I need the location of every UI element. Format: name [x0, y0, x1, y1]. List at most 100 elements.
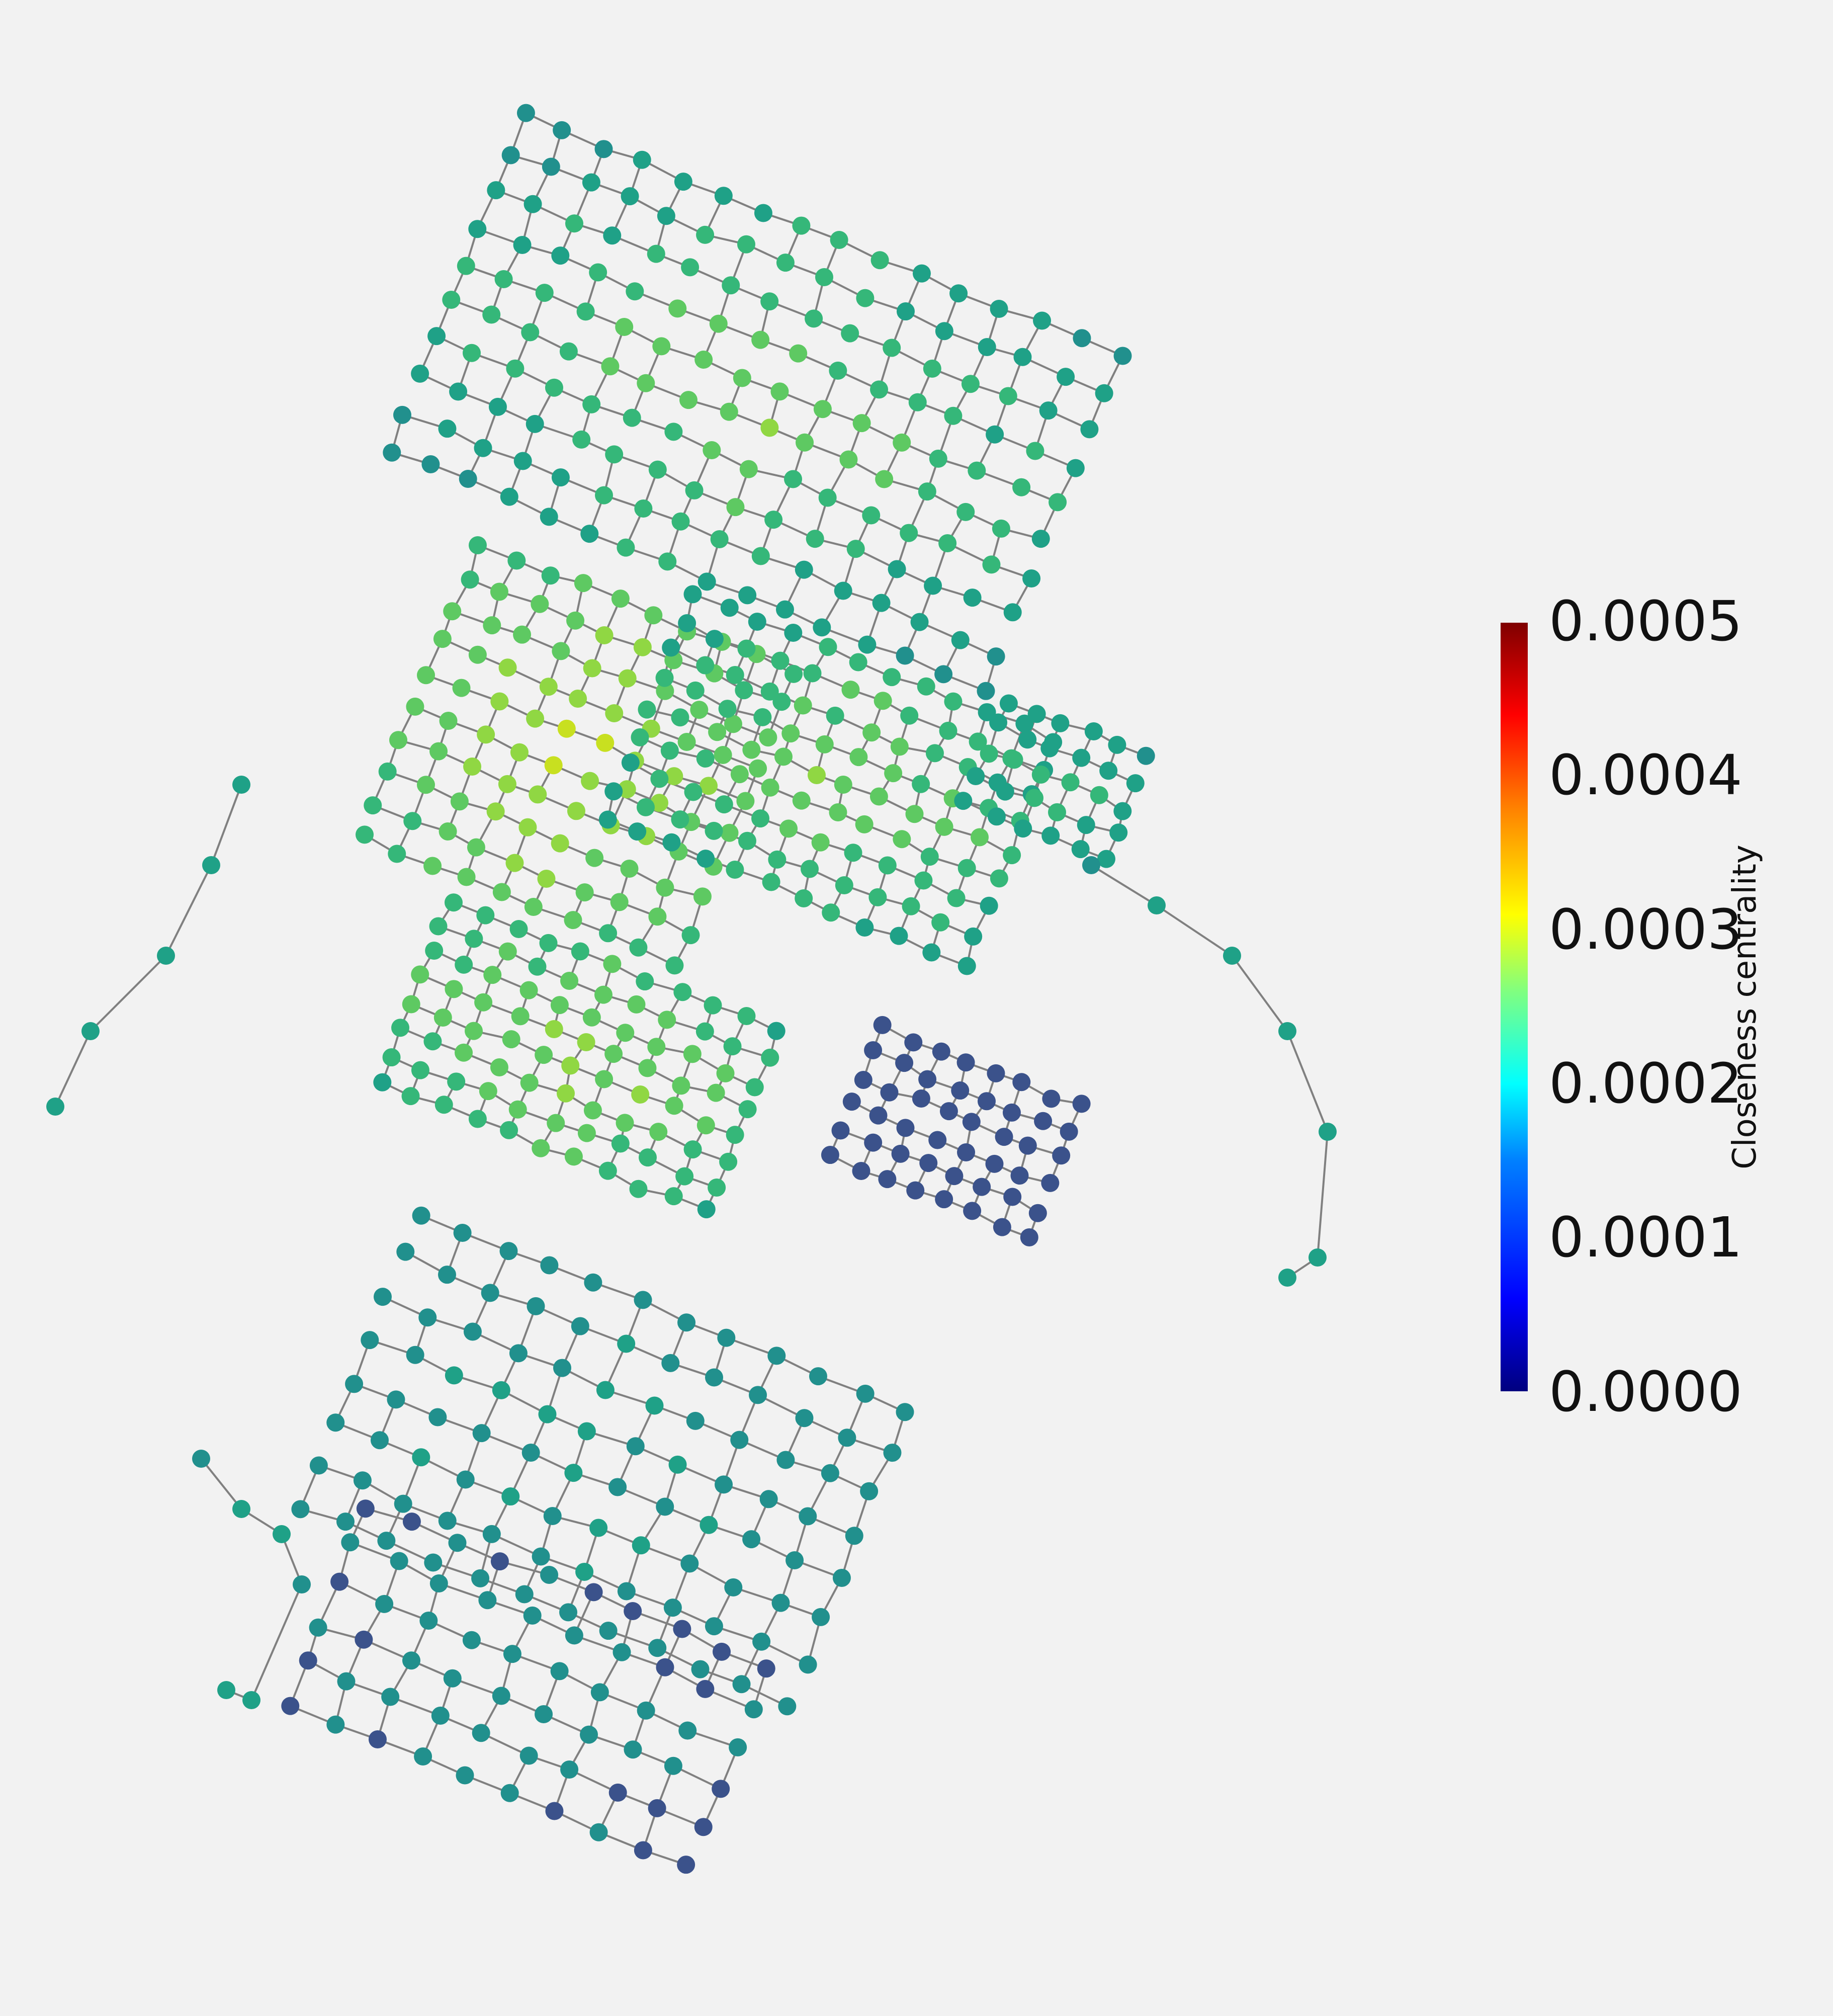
intersection-node — [873, 1016, 892, 1034]
intersection-node — [608, 1783, 627, 1802]
intersection-node — [433, 1008, 452, 1027]
intersection-node — [826, 706, 844, 725]
intersection-node — [434, 1096, 453, 1114]
intersection-node — [1082, 856, 1100, 874]
intersection-node — [542, 157, 560, 176]
intersection-node — [935, 322, 953, 341]
intersection-node — [683, 585, 702, 604]
intersection-node — [506, 359, 525, 378]
intersection-node — [523, 1606, 542, 1625]
intersection-node — [553, 121, 571, 139]
intersection-node — [662, 833, 681, 852]
intersection-node — [638, 1059, 657, 1077]
intersection-node — [720, 402, 738, 421]
intersection-node — [978, 338, 996, 356]
intersection-node — [383, 443, 401, 462]
intersection-node — [919, 1154, 938, 1172]
intersection-node — [1020, 1228, 1038, 1246]
intersection-node — [745, 1078, 764, 1097]
intersection-node — [665, 767, 683, 786]
intersection-node — [748, 612, 766, 631]
intersection-node — [650, 770, 669, 788]
intersection-node — [896, 1403, 914, 1421]
intersection-node — [626, 282, 644, 301]
intersection-node — [281, 1697, 300, 1715]
intersection-node — [502, 1030, 520, 1049]
intersection-node — [551, 834, 569, 853]
intersection-node — [749, 1386, 767, 1404]
intersection-node — [584, 1273, 602, 1292]
intersection-node — [450, 792, 469, 811]
intersection-node — [977, 1092, 996, 1111]
intersection-node — [806, 530, 824, 548]
intersection-node — [624, 1740, 642, 1759]
intersection-node — [490, 692, 509, 711]
intersection-node — [462, 1631, 481, 1649]
intersection-node — [232, 1500, 250, 1518]
intersection-node — [656, 682, 674, 700]
intersection-node — [751, 547, 770, 565]
intersection-node — [598, 810, 617, 829]
intersection-node — [1018, 1136, 1037, 1155]
intersection-node — [423, 857, 442, 875]
intersection-node — [648, 1799, 666, 1817]
intersection-node — [1012, 1073, 1031, 1091]
intersection-node — [519, 981, 538, 999]
street-edge — [1286, 1031, 1329, 1132]
intersection-node — [648, 1639, 667, 1657]
intersection-node — [912, 264, 931, 283]
intersection-node — [662, 638, 680, 657]
intersection-node — [589, 263, 607, 282]
intersection-node — [467, 838, 485, 857]
intersection-node — [1126, 774, 1145, 793]
intersection-node — [812, 1608, 830, 1626]
intersection-node — [705, 1617, 723, 1636]
intersection-node — [378, 762, 397, 781]
intersection-node — [768, 850, 787, 869]
intersection-node — [770, 382, 789, 401]
intersection-node — [964, 927, 983, 946]
intersection-node — [875, 470, 894, 488]
intersection-node — [382, 1048, 401, 1067]
intersection-node — [753, 708, 772, 726]
intersection-node — [674, 173, 692, 191]
intersection-node — [883, 339, 901, 357]
intersection-node — [390, 1552, 408, 1570]
intersection-node — [557, 719, 576, 738]
intersection-node — [902, 897, 920, 915]
intersection-node — [518, 818, 537, 836]
intersection-node — [726, 498, 745, 517]
intersection-node — [720, 823, 739, 842]
intersection-node — [577, 1033, 595, 1052]
street-edge — [1090, 864, 1158, 906]
intersection-node — [633, 638, 652, 656]
intersection-node — [989, 713, 1008, 732]
intersection-node — [844, 844, 862, 862]
intersection-node — [535, 1046, 553, 1064]
intersection-node — [696, 656, 715, 675]
intersection-node — [637, 1701, 655, 1720]
intersection-node — [381, 1688, 400, 1706]
intersection-node — [1005, 750, 1023, 769]
intersection-node — [1003, 1188, 1022, 1206]
intersection-node — [477, 725, 495, 744]
intersection-node — [364, 796, 382, 815]
intersection-node — [726, 1126, 744, 1144]
intersection-node — [559, 1603, 578, 1622]
intersection-node — [613, 1643, 631, 1661]
intersection-node — [834, 581, 852, 600]
intersection-node — [1060, 1122, 1078, 1141]
intersection-node — [443, 602, 462, 621]
intersection-node — [708, 1179, 726, 1197]
intersection-node — [411, 364, 429, 383]
intersection-node — [949, 284, 968, 303]
intersection-node — [652, 337, 671, 356]
intersection-node — [582, 173, 600, 192]
intersection-node — [726, 665, 744, 684]
intersection-node — [538, 1405, 557, 1423]
intersection-node — [905, 805, 924, 823]
intersection-node — [663, 1599, 682, 1617]
intersection-node — [631, 728, 649, 746]
intersection-node — [528, 957, 547, 976]
intersection-node — [744, 1700, 763, 1719]
